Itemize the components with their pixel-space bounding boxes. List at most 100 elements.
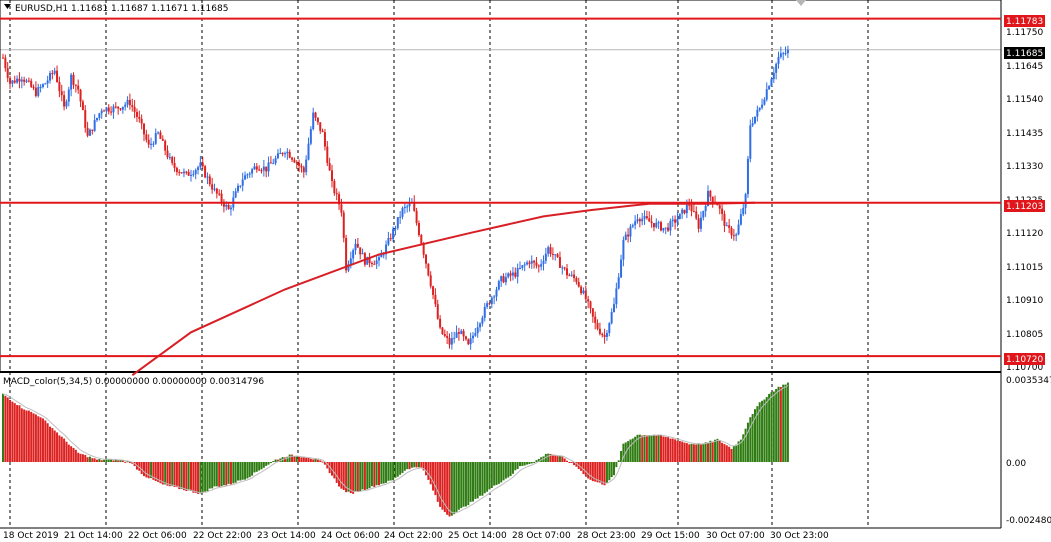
macd-bar bbox=[660, 435, 662, 462]
price-label: 1.11645 bbox=[1006, 62, 1043, 72]
candle-body bbox=[439, 318, 442, 328]
macd-bar bbox=[378, 462, 380, 486]
macd-bar bbox=[406, 462, 409, 470]
candle-body bbox=[314, 112, 317, 118]
vertical-grid bbox=[0, 0, 1001, 528]
macd-bar bbox=[385, 462, 388, 483]
candle-body bbox=[241, 179, 244, 186]
macd-bar bbox=[51, 428, 54, 462]
macd-bar bbox=[316, 459, 319, 462]
macd-bar bbox=[295, 455, 298, 462]
macd-bar bbox=[72, 447, 75, 462]
macd-bar bbox=[370, 462, 373, 487]
candle-body bbox=[185, 171, 188, 173]
candle-body bbox=[260, 170, 263, 172]
candle-body bbox=[758, 107, 761, 110]
macd-bar bbox=[605, 462, 608, 484]
candle-body bbox=[554, 254, 557, 256]
candle-body bbox=[9, 77, 12, 84]
macd-bar bbox=[408, 462, 411, 470]
candle-body bbox=[650, 221, 653, 224]
macd-bar bbox=[779, 386, 782, 462]
macd-bar bbox=[650, 435, 653, 462]
macd-bar bbox=[373, 462, 376, 488]
candle-body bbox=[84, 110, 87, 128]
candle-body bbox=[441, 327, 444, 335]
candle-body bbox=[580, 286, 583, 294]
candle-body bbox=[777, 56, 780, 64]
candle-body bbox=[591, 308, 594, 317]
macd-bar bbox=[462, 462, 465, 507]
macd-bar bbox=[549, 453, 552, 462]
horizontal-levels[interactable] bbox=[0, 17, 1001, 358]
macd-bar bbox=[765, 396, 768, 462]
candle-body bbox=[425, 254, 427, 264]
macd-bar bbox=[79, 453, 82, 462]
candle-body bbox=[197, 167, 200, 171]
scroll-marker-icon[interactable] bbox=[796, 0, 806, 6]
macd-bar bbox=[519, 462, 521, 467]
macd-bar bbox=[598, 462, 601, 483]
candle-body bbox=[382, 254, 385, 256]
macd-bar bbox=[627, 441, 630, 462]
macd-bar bbox=[389, 462, 392, 481]
candle-body bbox=[540, 264, 543, 267]
price-label: 1.11435 bbox=[1006, 129, 1043, 139]
macd-bar bbox=[180, 462, 183, 489]
candle-body bbox=[660, 222, 662, 231]
candle-body bbox=[77, 85, 80, 90]
macd-bar bbox=[763, 399, 766, 462]
macd-bar bbox=[413, 462, 416, 468]
time-label: 24 Oct 22:00 bbox=[384, 531, 443, 541]
candle-body bbox=[215, 188, 218, 194]
candle-body bbox=[446, 335, 449, 338]
candle-body bbox=[16, 78, 19, 83]
macd-bar bbox=[211, 462, 214, 489]
macd-bar bbox=[204, 462, 207, 492]
candle-body bbox=[453, 337, 456, 339]
candle-body bbox=[182, 171, 185, 174]
candle-body bbox=[135, 111, 138, 118]
candle-body bbox=[18, 78, 21, 82]
time-label: 24 Oct 06:00 bbox=[321, 531, 380, 541]
macd-bar bbox=[159, 462, 162, 484]
macd-bar bbox=[392, 462, 395, 481]
triangle-down-icon[interactable] bbox=[4, 4, 11, 9]
candle-body bbox=[380, 254, 383, 258]
macd-bar bbox=[100, 460, 103, 462]
candle-body bbox=[413, 202, 416, 211]
macd-bar bbox=[396, 462, 399, 477]
time-axis[interactable]: 18 Oct 2019 21 Oct 14:00 22 Oct 06:00 22… bbox=[3, 531, 829, 541]
macd-bar bbox=[49, 426, 51, 462]
candle-body bbox=[704, 205, 707, 212]
macd-signal-line bbox=[2, 385, 789, 514]
macd-bar bbox=[333, 462, 336, 479]
candle-body bbox=[11, 80, 14, 84]
macd-axis[interactable]: 0.0035347 0.00 -0.002480 bbox=[1006, 376, 1051, 526]
candle-body bbox=[490, 297, 493, 305]
candle-body bbox=[326, 146, 329, 164]
macd-bar bbox=[707, 442, 709, 462]
macd-bar bbox=[641, 435, 644, 462]
candle-body bbox=[152, 143, 155, 145]
macd-bar bbox=[145, 462, 148, 478]
candle-body bbox=[399, 216, 402, 218]
macd-bar bbox=[258, 462, 261, 471]
macd-bar bbox=[608, 462, 611, 481]
macd-bar bbox=[131, 462, 134, 464]
macd-bar bbox=[446, 462, 449, 515]
candle-body bbox=[244, 175, 247, 180]
candle-body bbox=[570, 274, 573, 276]
candle-body bbox=[615, 288, 618, 305]
candle-body bbox=[328, 163, 331, 171]
candle-body bbox=[335, 193, 338, 195]
macd-bar bbox=[521, 462, 524, 466]
candle-body bbox=[561, 267, 564, 269]
candle-body bbox=[594, 316, 597, 323]
macd-bar bbox=[23, 409, 26, 462]
macd-bar bbox=[319, 460, 322, 462]
macd-bar bbox=[312, 459, 315, 462]
candle-body bbox=[551, 253, 554, 255]
macd-bar bbox=[533, 462, 536, 463]
